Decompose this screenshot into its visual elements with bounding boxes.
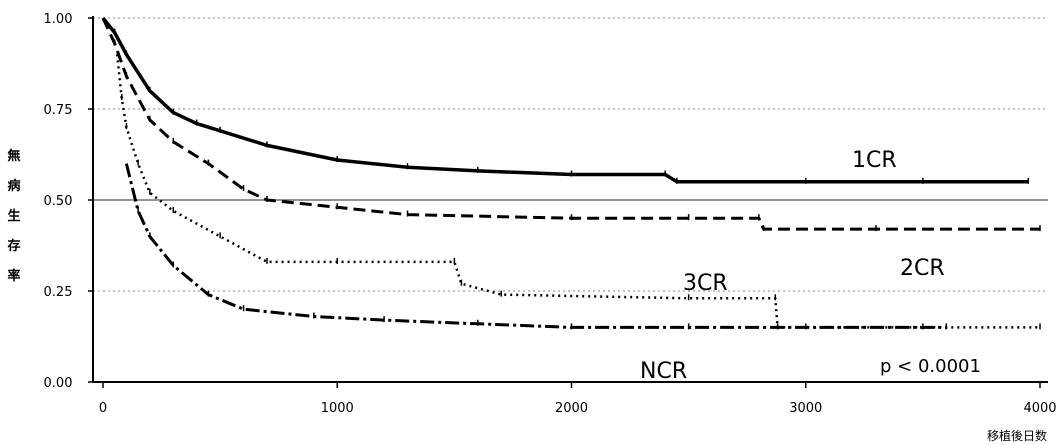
y-tick-label: 0.75 [44, 103, 73, 118]
y-axis-label-char: 無 [7, 148, 20, 164]
x-tick-label: 1000 [321, 401, 354, 416]
series-label-3cr: 3CR [683, 271, 728, 296]
series-label-1cr: 1CR [852, 148, 897, 173]
y-tick-label: 0.25 [44, 285, 73, 300]
y-axis-label-char: 生 [7, 208, 20, 224]
series-lines [101, 16, 1041, 330]
series-line-2cr [101, 17, 1040, 231]
y-tick-labels: 0.00 0.25 0.50 0.75 1.00 [44, 12, 93, 391]
y-tick-label: 0.50 [44, 194, 73, 209]
series-label-2cr: 2CR [900, 256, 945, 281]
axes [92, 16, 1048, 383]
series-label-ncr: NCR [640, 359, 687, 384]
x-tick-labels: 0 1000 2000 3000 4000 [99, 382, 1057, 416]
x-tick-label: 0 [99, 401, 107, 416]
y-tick-label: 0.00 [44, 376, 73, 391]
y-axis-label-char: 存 [7, 238, 20, 254]
y-axis-label-char: 病 [7, 178, 20, 194]
y-axis-label: 無 病 生 存 率 [7, 148, 20, 284]
p-value-annotation: p < 0.0001 [880, 356, 981, 377]
series-line-3cr [115, 54, 1040, 329]
y-axis-label-char: 率 [7, 268, 20, 284]
y-tick-label: 1.00 [44, 12, 73, 27]
x-axis-label: 移植後日数 [987, 428, 1047, 443]
x-tick-label: 3000 [789, 401, 822, 416]
series-line-ncr [124, 163, 947, 329]
x-tick-label: 2000 [555, 401, 588, 416]
x-tick-label: 4000 [1023, 401, 1056, 416]
